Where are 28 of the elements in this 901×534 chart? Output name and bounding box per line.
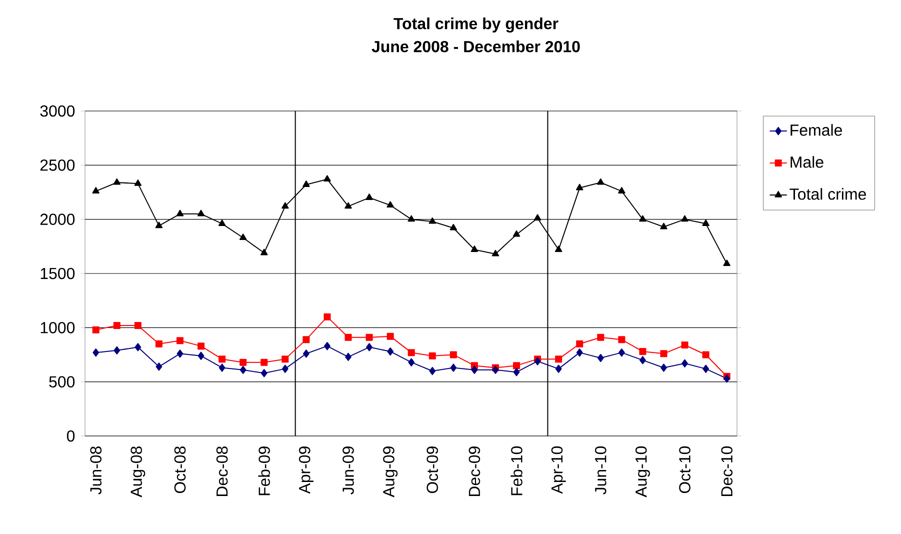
y-tick-label: 2500 [40,160,75,171]
x-tick-label: Oct-10 [679,446,690,494]
x-tick-label: Jun-08 [90,446,102,494]
x-tick-label: Oct-09 [426,446,438,494]
x-tick-label: Dec-08 [216,446,228,496]
x-tick-label: Aug-09 [383,446,398,498]
y-tick-label: 1000 [40,322,75,334]
x-tick-label: Apr-10 [551,446,566,494]
y-tick-label: 1500 [40,268,75,280]
x-tick-label: Aug-10 [635,446,650,498]
chart-subtitle: June 2008 - December 2010 [372,40,580,52]
x-tick-label: Dec-09 [468,446,480,496]
x-tick-label: Apr-09 [298,446,314,494]
y-tick-label: 500 [49,376,75,388]
y-tick-label: 3000 [40,105,75,117]
chart-title: Total crime by gender [394,18,558,33]
legend-label: Male [790,156,824,168]
x-tick-label: Dec-10 [721,446,732,496]
x-tick-label: Aug-08 [130,446,146,498]
legend-label: Total crime [790,188,866,200]
x-tick-label: Jun-09 [342,446,354,494]
y-tick-label: 0 [66,430,75,442]
x-tick-label: Jun-10 [594,446,606,494]
x-tick-label: Oct-08 [174,446,186,494]
legend-label: Female [790,124,842,136]
x-tick-label: Feb-10 [510,446,522,496]
x-tick-label: Feb-09 [258,446,270,496]
y-tick-label: 2000 [40,214,75,225]
